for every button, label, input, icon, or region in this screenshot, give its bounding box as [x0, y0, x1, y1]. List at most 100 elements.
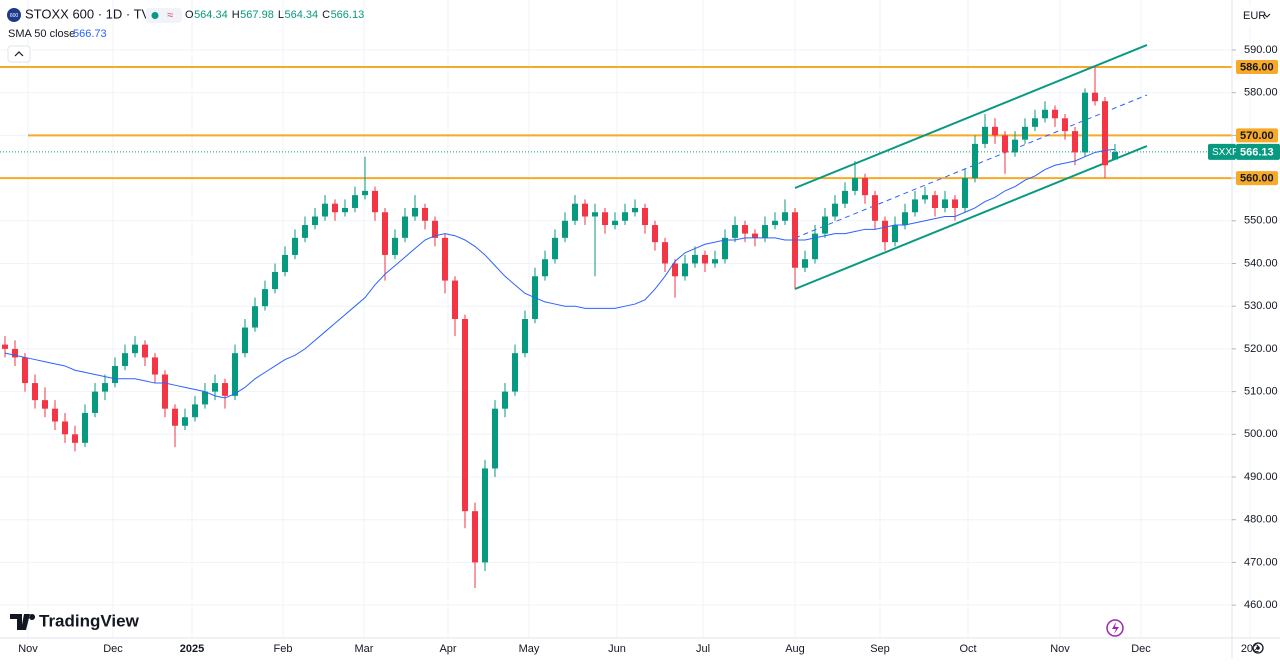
- candle-body: [372, 190, 378, 213]
- sma-name[interactable]: SMA 50 close: [8, 28, 75, 40]
- candle-body: [812, 233, 818, 260]
- candle-body: [162, 374, 168, 409]
- candles: [2, 67, 1118, 589]
- ohlc-key: H: [232, 9, 240, 21]
- candle-body: [822, 216, 828, 234]
- market-status: [151, 12, 159, 19]
- candle-body: [892, 225, 898, 243]
- x-tick-label: Jun: [608, 643, 626, 655]
- candle-body: [472, 511, 478, 563]
- candle-body: [632, 207, 638, 213]
- y-tick-label: 590.00: [1244, 44, 1278, 56]
- candle-body: [642, 207, 648, 226]
- candle-body: [992, 126, 998, 136]
- x-tick-label: Nov: [18, 643, 38, 655]
- candle-body: [412, 207, 418, 217]
- ohlc-value: 567.98: [240, 9, 274, 21]
- candle-body: [722, 237, 728, 260]
- candle-body: [1032, 118, 1038, 127]
- candle-body: [962, 178, 968, 208]
- brand-logo: [10, 614, 36, 630]
- candle-body: [552, 237, 558, 260]
- candle-body: [772, 220, 778, 226]
- collapse-icon: [14, 51, 24, 57]
- symbol-icon: [7, 8, 21, 22]
- symbol[interactable]: STOXX 600 · 1D · TVC: [25, 6, 160, 21]
- candle-body: [582, 203, 588, 217]
- candle-body: [282, 254, 288, 273]
- candle-body: [712, 259, 718, 264]
- candle-body: [482, 468, 488, 563]
- candle-body: [912, 199, 918, 213]
- candle-body: [82, 412, 88, 443]
- candle-body: [72, 434, 78, 443]
- candle-body: [1042, 109, 1048, 119]
- candle-body: [682, 263, 688, 277]
- x-tick-label: Sep: [870, 643, 890, 655]
- candle-body: [62, 421, 68, 435]
- sma-layer: [4, 148, 1116, 399]
- ohlc-value: 566.13: [331, 9, 365, 21]
- y-tick-label: 490.00: [1244, 471, 1278, 483]
- candle-body: [222, 383, 228, 396]
- candle-body: [42, 400, 48, 409]
- candle-body: [662, 242, 668, 264]
- candle-body: [362, 190, 368, 196]
- settings-icon: [1256, 646, 1260, 650]
- candle-body: [352, 195, 358, 208]
- candle-body: [952, 199, 958, 208]
- candle-body: [622, 212, 628, 221]
- last-price-symbol-tag: [1208, 143, 1236, 160]
- candle-body: [492, 408, 498, 469]
- status-badge[interactable]: [146, 8, 182, 23]
- candle-body: [502, 391, 508, 409]
- collapse-button[interactable]: [7, 45, 31, 63]
- y-tick-label: 580.00: [1244, 87, 1278, 99]
- candle-body: [1112, 151, 1118, 160]
- candle-body: [762, 225, 768, 238]
- last-price-label: 566.13: [1240, 146, 1274, 158]
- candle-body: [902, 212, 908, 226]
- candle-body: [432, 220, 438, 238]
- ohlc-value: 564.34: [194, 9, 228, 21]
- candle-body: [132, 344, 138, 354]
- last-price-symbol: SXXP: [1212, 147, 1239, 158]
- x-tick-label: Feb: [274, 643, 293, 655]
- channel-lower: [794, 145, 1148, 290]
- currency-button[interactable]: [1237, 6, 1269, 26]
- level-tag-label: 586.00: [1240, 61, 1274, 73]
- candle-body: [442, 237, 448, 281]
- y-tick-label: 550.00: [1244, 215, 1278, 227]
- y-tick-label: 460.00: [1244, 599, 1278, 611]
- candle-body: [612, 220, 618, 226]
- candle-body: [452, 280, 458, 319]
- candle-body: [172, 408, 178, 426]
- level-tag-label: 560.00: [1240, 172, 1274, 184]
- candle-body: [382, 212, 388, 255]
- x-tick-label: Aug: [785, 643, 805, 655]
- candle-body: [862, 178, 868, 196]
- ohlc-key: L: [278, 9, 284, 21]
- y-tick-label: 540.00: [1244, 257, 1278, 269]
- candle-body: [852, 178, 858, 191]
- channel-middle: [794, 94, 1148, 239]
- candle-body: [462, 319, 468, 512]
- ohlc-key: C: [322, 9, 330, 21]
- candle-body: [102, 383, 108, 392]
- ohlc-legend: O 564.34 H 567.98 L 564.34 C 566.13: [185, 9, 364, 21]
- candle-body: [1072, 131, 1078, 153]
- candle-body: [142, 344, 148, 358]
- sma-line: [4, 148, 1116, 399]
- settings-button[interactable]: [1252, 642, 1264, 654]
- candle-body: [542, 259, 548, 277]
- candle-body: [52, 408, 58, 422]
- candle-body: [262, 289, 268, 307]
- x-tick-label: Dec: [103, 643, 123, 655]
- candle-body: [742, 225, 748, 234]
- ohlc-value: 564.34: [284, 9, 318, 21]
- candle-body: [12, 348, 18, 358]
- currency: EUR: [1243, 10, 1266, 22]
- level-tag: [1236, 171, 1278, 186]
- candle-body: [112, 365, 118, 384]
